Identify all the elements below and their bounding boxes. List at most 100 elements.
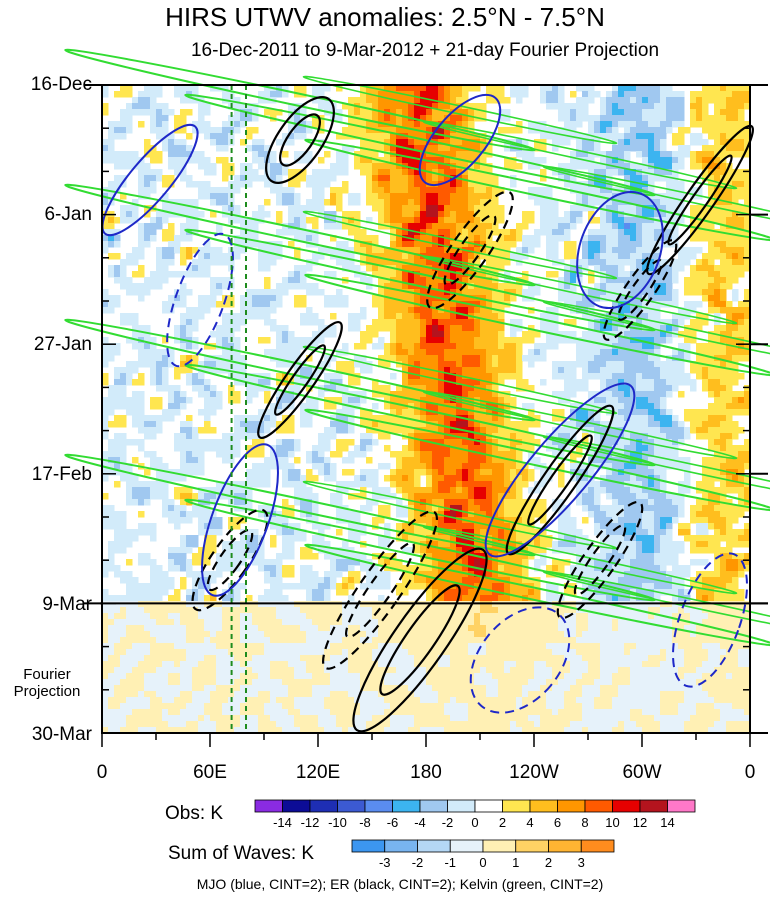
obs-colorbar-swatch	[419, 799, 448, 813]
x-tick-label: 120W	[509, 762, 559, 783]
y-tick-label: 30-Mar	[31, 724, 92, 745]
mjo-contour	[672, 552, 748, 688]
mjo-contour	[418, 93, 502, 187]
obs-colorbar-swatch	[392, 799, 421, 813]
kelvin-contour	[304, 273, 770, 377]
obs-colorbar-tick: 2	[498, 815, 507, 830]
mjo-contour	[101, 123, 199, 237]
obs-colorbar-tick: -12	[300, 815, 320, 830]
waves-colorbar-swatch	[548, 839, 582, 853]
y-tick-label: 6-Jan	[44, 204, 92, 225]
er-contour	[379, 584, 461, 696]
obs-colorbar-swatch	[529, 799, 558, 813]
y-tick-label: 9-Mar	[42, 594, 92, 615]
er-contour	[573, 524, 627, 596]
projection-label: Fourier Projection	[13, 666, 81, 700]
waves-colorbar-swatch	[449, 839, 484, 853]
obs-colorbar-label: Obs: K	[165, 803, 224, 824]
er-contour	[191, 508, 269, 612]
waves-colorbar-tick: 2	[544, 855, 553, 870]
obs-colorbar-tick: -8	[359, 815, 371, 830]
waves-colorbar-tick: 0	[479, 855, 487, 870]
y-tick-label: 16-Dec	[30, 74, 92, 95]
obs-colorbar-tick: 0	[471, 815, 479, 830]
x-tick-label: 180	[410, 762, 442, 783]
obs-colorbar-swatch	[584, 799, 613, 813]
kelvin-contour	[304, 543, 770, 647]
kelvin-contour	[422, 525, 738, 595]
obs-colorbar-tick: 6	[553, 815, 562, 830]
obs-colorbar-swatch	[309, 799, 338, 813]
obs-colorbar-tick: -6	[386, 815, 399, 830]
obs-colorbar-swatch	[667, 799, 696, 813]
waves-colorbar-swatch	[515, 839, 549, 853]
obs-field	[102, 85, 751, 734]
waves-colorbar-tick: -2	[411, 855, 424, 870]
er-contour	[344, 541, 416, 639]
kelvin-contour	[304, 408, 770, 512]
er-contour	[279, 113, 321, 167]
obs-colorbar-tick: 10	[605, 815, 620, 830]
waves-colorbar-swatch	[351, 839, 386, 853]
er-contour	[273, 344, 327, 416]
mjo-contour	[201, 443, 279, 597]
x-tick-label: 60W	[622, 762, 662, 783]
obs-colorbar-tick: 8	[581, 815, 589, 830]
obs-colorbar-swatch	[639, 799, 668, 813]
kelvin-contour	[542, 165, 770, 235]
obs-colorbar-swatch	[502, 799, 531, 813]
mjo-contour	[576, 190, 664, 310]
obs-colorbar-tick: -14	[273, 815, 292, 830]
chart-footer: MJO (blue, CINT=2); ER (black, CINT=2); …	[196, 876, 604, 892]
obs-colorbar-tick: -10	[328, 815, 347, 830]
waves-colorbar-swatch	[384, 839, 418, 853]
er-contour	[426, 190, 514, 310]
x-tick-label: 0	[96, 762, 108, 783]
obs-colorbar-swatch	[364, 799, 393, 813]
x-tick-label: 120E	[295, 762, 341, 783]
kelvin-contour	[542, 570, 770, 640]
er-contour	[206, 528, 254, 592]
obs-colorbar-tick: 14	[660, 815, 675, 830]
waves-colorbar-swatch	[482, 839, 517, 853]
waves-colorbar-tick: -1	[444, 855, 457, 870]
obs-colorbar-swatch	[447, 799, 476, 813]
waves-colorbar-tick: -3	[378, 855, 391, 870]
er-contour	[265, 96, 335, 184]
kelvin-contour	[302, 345, 618, 415]
er-contour	[646, 124, 754, 276]
er-contour	[617, 259, 663, 321]
waves-colorbar-swatch	[580, 839, 615, 853]
er-contour	[257, 320, 343, 440]
obs-colorbar-swatch	[337, 799, 366, 813]
x-tick-label: 60E	[193, 762, 227, 783]
mjo-contour	[166, 232, 234, 368]
mjo-contour	[484, 382, 636, 558]
waves-colorbar-label: Sum of Waves: K	[168, 843, 315, 864]
obs-colorbar-swatch	[612, 799, 641, 813]
obs-colorbar-swatch	[282, 799, 311, 813]
kelvin-contour	[422, 120, 738, 190]
obs-colorbar-swatch	[254, 799, 283, 813]
waves-colorbar-swatch	[417, 839, 451, 853]
mjo-contour	[469, 606, 571, 714]
obs-colorbar-tick: 4	[526, 815, 534, 830]
y-tick-label: 17-Feb	[31, 464, 92, 485]
obs-colorbar-swatch	[474, 799, 503, 813]
obs-colorbar-tick: -2	[441, 815, 454, 830]
waves-colorbar-tick: 1	[512, 855, 520, 870]
chart-title: HIRS UTWV anomalies: 2.5°N - 7.5°N	[165, 2, 605, 32]
y-tick-label: 27-Jan	[33, 334, 92, 355]
er-contour	[602, 239, 678, 341]
kelvin-contour	[542, 300, 770, 370]
obs-colorbar-swatch	[557, 799, 586, 813]
chart-subtitle: 16-Dec-2011 to 9-Mar-2012 + 21-day Fouri…	[190, 40, 660, 61]
er-contour	[667, 154, 733, 246]
obs-colorbar-tick: -4	[414, 815, 426, 830]
waves-colorbar-tick: 3	[577, 855, 585, 870]
kelvin-contour	[304, 138, 770, 242]
er-contour	[322, 510, 438, 670]
obs-colorbar-tick: 12	[632, 815, 648, 830]
er-contour	[352, 547, 488, 733]
